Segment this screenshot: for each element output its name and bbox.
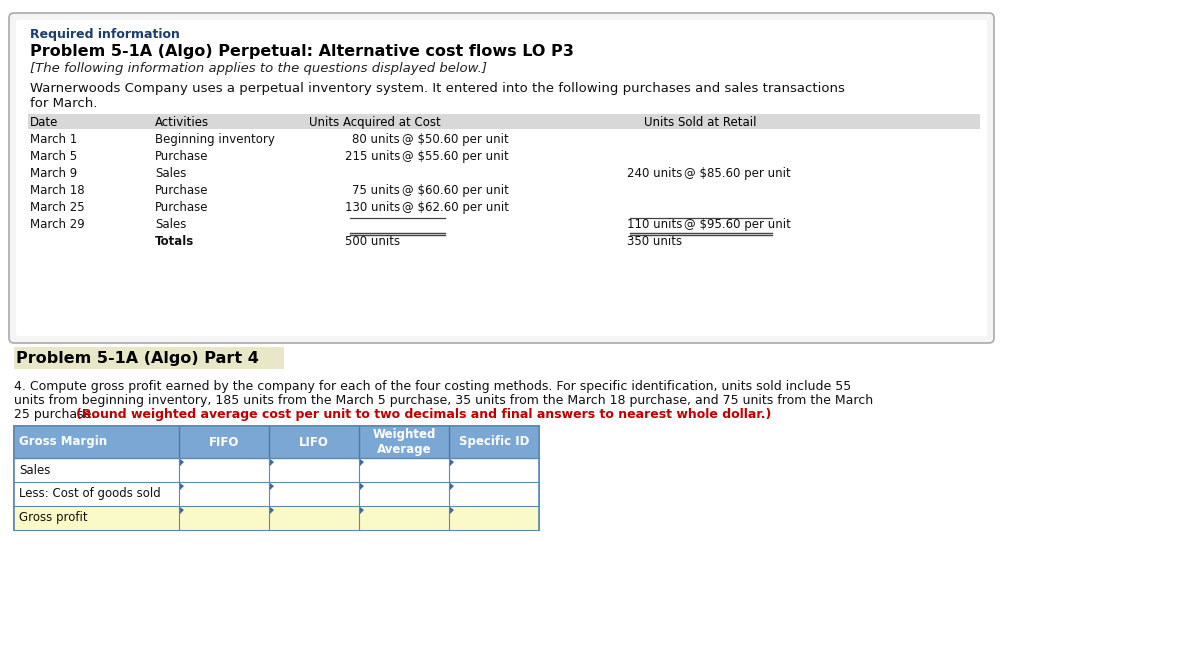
- Text: 80 units: 80 units: [352, 133, 400, 146]
- Bar: [14, 426, 539, 458]
- Text: Weighted
Average: Weighted Average: [372, 428, 436, 456]
- Text: FIFO: FIFO: [209, 436, 239, 449]
- Text: Specific ID: Specific ID: [459, 436, 530, 449]
- Bar: [14, 482, 539, 506]
- Text: LIFO: LIFO: [299, 436, 329, 449]
- FancyBboxPatch shape: [17, 20, 987, 336]
- Text: Sales: Sales: [19, 464, 51, 476]
- Polygon shape: [361, 483, 364, 490]
- Text: Purchase: Purchase: [155, 150, 208, 163]
- Polygon shape: [450, 459, 454, 466]
- Text: March 1: March 1: [30, 133, 77, 146]
- Text: 25 purchase.: 25 purchase.: [14, 408, 99, 421]
- Polygon shape: [361, 459, 364, 466]
- Text: 240 units: 240 units: [626, 167, 682, 180]
- Text: March 29: March 29: [30, 218, 85, 231]
- Polygon shape: [450, 483, 454, 490]
- Text: 110 units: 110 units: [626, 218, 682, 231]
- Text: March 18: March 18: [30, 184, 85, 197]
- Text: @ $85.60 per unit: @ $85.60 per unit: [684, 167, 791, 180]
- Text: March 9: March 9: [30, 167, 77, 180]
- Bar: [14, 506, 539, 530]
- Text: Required information: Required information: [30, 28, 180, 41]
- Polygon shape: [269, 507, 274, 514]
- Text: Beginning inventory: Beginning inventory: [155, 133, 275, 146]
- Text: Purchase: Purchase: [155, 184, 208, 197]
- Polygon shape: [180, 459, 184, 466]
- Text: @ $95.60 per unit: @ $95.60 per unit: [684, 218, 791, 231]
- Text: Sales: Sales: [155, 218, 187, 231]
- Text: @ $60.60 per unit: @ $60.60 per unit: [402, 184, 509, 197]
- Text: 215 units: 215 units: [345, 150, 400, 163]
- Text: Date: Date: [30, 116, 58, 129]
- Bar: [14, 426, 539, 530]
- Bar: [14, 347, 284, 369]
- Polygon shape: [361, 507, 364, 514]
- Text: Units Acquired at Cost: Units Acquired at Cost: [310, 116, 441, 129]
- Text: (Round weighted average cost per unit to two decimals and final answers to neare: (Round weighted average cost per unit to…: [76, 408, 772, 421]
- Text: 350 units: 350 units: [626, 235, 682, 248]
- Polygon shape: [450, 507, 454, 514]
- Text: for March.: for March.: [30, 97, 97, 110]
- Text: Totals: Totals: [155, 235, 194, 248]
- Polygon shape: [180, 507, 184, 514]
- Text: Warnerwoods Company uses a perpetual inventory system. It entered into the follo: Warnerwoods Company uses a perpetual inv…: [30, 82, 845, 95]
- Text: @ $50.60 per unit: @ $50.60 per unit: [402, 133, 508, 146]
- Text: Units Sold at Retail: Units Sold at Retail: [644, 116, 756, 129]
- Text: Less: Cost of goods sold: Less: Cost of goods sold: [19, 487, 161, 501]
- FancyBboxPatch shape: [9, 13, 994, 343]
- Text: March 5: March 5: [30, 150, 77, 163]
- Text: March 25: March 25: [30, 201, 85, 214]
- Polygon shape: [269, 459, 274, 466]
- Text: units from beginning inventory, 185 units from the March 5 purchase, 35 units fr: units from beginning inventory, 185 unit…: [14, 394, 873, 407]
- Text: @ $62.60 per unit: @ $62.60 per unit: [402, 201, 509, 214]
- Text: [The following information applies to the questions displayed below.]: [The following information applies to th…: [30, 62, 487, 75]
- Text: 500 units: 500 units: [345, 235, 400, 248]
- Text: 4. Compute gross profit earned by the company for each of the four costing metho: 4. Compute gross profit earned by the co…: [14, 380, 851, 393]
- Text: 130 units: 130 units: [345, 201, 400, 214]
- Polygon shape: [269, 483, 274, 490]
- Text: Problem 5-1A (Algo) Perpetual: Alternative cost flows LO P3: Problem 5-1A (Algo) Perpetual: Alternati…: [30, 44, 574, 59]
- Text: Activities: Activities: [155, 116, 209, 129]
- Bar: [28, 114, 980, 129]
- Bar: [14, 458, 539, 482]
- Text: 75 units: 75 units: [352, 184, 400, 197]
- Text: Problem 5-1A (Algo) Part 4: Problem 5-1A (Algo) Part 4: [17, 351, 259, 366]
- Text: Sales: Sales: [155, 167, 187, 180]
- Text: @ $55.60 per unit: @ $55.60 per unit: [402, 150, 508, 163]
- Text: Gross Margin: Gross Margin: [19, 436, 108, 449]
- Text: Gross profit: Gross profit: [19, 512, 87, 525]
- Text: Purchase: Purchase: [155, 201, 208, 214]
- Polygon shape: [180, 483, 184, 490]
